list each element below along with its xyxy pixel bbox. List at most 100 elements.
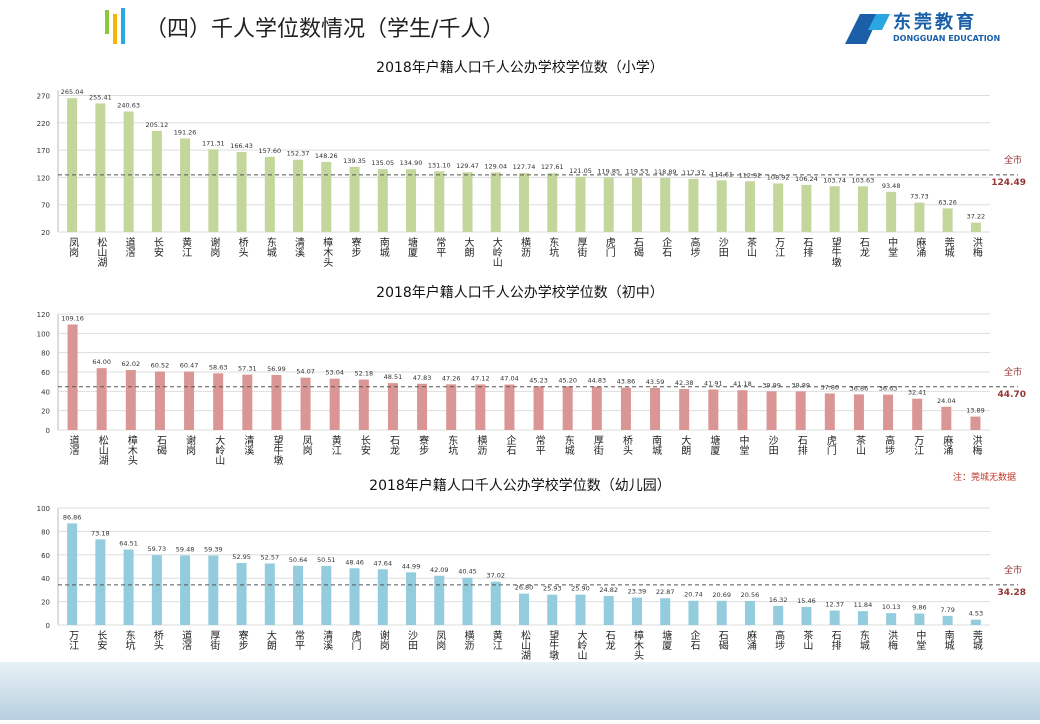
bar bbox=[151, 555, 162, 625]
bar bbox=[631, 597, 642, 625]
value-label: 265.04 bbox=[61, 88, 84, 96]
bar bbox=[293, 565, 304, 625]
x-tick-label: 中堂 bbox=[914, 629, 926, 650]
x-tick-label: 大朗 bbox=[679, 434, 691, 456]
value-label: 129.47 bbox=[456, 162, 479, 170]
bar bbox=[504, 384, 515, 430]
bar bbox=[744, 600, 755, 625]
x-tick-label: 高埗 bbox=[688, 236, 700, 258]
value-label: 59.48 bbox=[176, 545, 195, 553]
x-tick-label: 万江 bbox=[912, 435, 924, 455]
x-tick-label: 茶山 bbox=[853, 434, 865, 455]
page-title: （四）千人学位数情况（学生/千人） bbox=[145, 17, 504, 42]
value-label: 53.04 bbox=[325, 369, 344, 377]
value-label: 42.09 bbox=[430, 566, 449, 574]
value-label: 47.12 bbox=[471, 374, 490, 382]
x-tick-label: 常平 bbox=[293, 629, 305, 651]
x-tick-label: 麻涌 bbox=[744, 629, 756, 650]
value-label: 121.05 bbox=[569, 167, 592, 175]
bar bbox=[321, 565, 332, 625]
x-tick-label: 松山湖 bbox=[95, 236, 107, 268]
value-label: 52.95 bbox=[232, 553, 251, 561]
value-label: 39.99 bbox=[762, 381, 781, 389]
value-label: 43.86 bbox=[617, 378, 636, 386]
x-tick-label: 厚街 bbox=[591, 435, 603, 456]
bar bbox=[462, 577, 473, 625]
x-tick-label: 清溪 bbox=[242, 434, 254, 456]
value-label: 25.93 bbox=[543, 585, 562, 593]
x-tick-label: 高埗 bbox=[773, 629, 785, 651]
value-label: 73.18 bbox=[91, 529, 110, 537]
x-tick-label: 石碣 bbox=[154, 435, 166, 456]
value-label: 20.69 bbox=[712, 591, 731, 599]
bar bbox=[349, 568, 360, 625]
bar bbox=[151, 130, 162, 232]
bar bbox=[321, 161, 332, 232]
value-label: 129.04 bbox=[484, 162, 507, 170]
x-tick-label: 凤岗 bbox=[434, 630, 446, 650]
bar bbox=[95, 103, 106, 232]
value-label: 47.64 bbox=[373, 559, 392, 567]
value-label: 13.89 bbox=[966, 407, 985, 415]
x-tick-label: 谢岗 bbox=[184, 434, 196, 455]
x-tick-label: 长安 bbox=[358, 435, 370, 456]
bar bbox=[716, 180, 727, 232]
value-label: 15.46 bbox=[797, 597, 816, 605]
bar bbox=[801, 606, 812, 625]
bar bbox=[575, 176, 586, 232]
x-tick-label: 黄江 bbox=[329, 434, 341, 455]
value-label: 9.86 bbox=[912, 603, 926, 611]
x-tick-label: 南城 bbox=[650, 434, 662, 456]
x-tick-label: 道滘 bbox=[180, 629, 192, 650]
value-label: 39.89 bbox=[791, 381, 810, 389]
bar bbox=[490, 581, 501, 625]
value-label: 11.84 bbox=[854, 601, 873, 609]
x-tick-label: 东坑 bbox=[123, 629, 135, 651]
value-label: 131.10 bbox=[428, 161, 451, 169]
value-label: 37.80 bbox=[821, 383, 840, 391]
x-tick-label: 道滘 bbox=[67, 434, 79, 455]
value-label: 45.23 bbox=[529, 376, 548, 384]
bar bbox=[795, 391, 806, 430]
value-label: 166.43 bbox=[230, 142, 253, 150]
value-label: 37.22 bbox=[967, 213, 986, 221]
bar bbox=[829, 186, 840, 232]
x-tick-label: 凤岗 bbox=[67, 237, 79, 257]
value-label: 44.83 bbox=[588, 377, 607, 385]
x-tick-label: 大岭山 bbox=[490, 236, 502, 267]
x-tick-label: 石龙 bbox=[603, 630, 615, 650]
x-tick-label: 谢岗 bbox=[208, 236, 220, 257]
bar bbox=[857, 611, 868, 625]
x-tick-label: 松山湖 bbox=[96, 434, 108, 466]
value-label: 24.04 bbox=[937, 397, 956, 405]
y-tick-label: 40 bbox=[41, 575, 50, 583]
bar bbox=[547, 594, 558, 625]
bar bbox=[857, 186, 868, 232]
logo-mark bbox=[868, 14, 890, 30]
x-tick-label: 石龙 bbox=[387, 435, 399, 455]
x-tick-label: 大朗 bbox=[462, 236, 474, 258]
bar bbox=[490, 172, 501, 232]
bar bbox=[125, 370, 136, 430]
x-tick-label: 寮步 bbox=[349, 236, 361, 257]
value-label: 103.74 bbox=[823, 176, 846, 184]
x-tick-label: 厚街 bbox=[575, 237, 587, 258]
x-tick-label: 虎门 bbox=[603, 237, 615, 258]
x-tick-label: 洪梅 bbox=[970, 237, 982, 258]
value-label: 93.48 bbox=[882, 182, 901, 190]
bar bbox=[737, 390, 748, 430]
bar bbox=[67, 98, 78, 232]
bar bbox=[766, 391, 777, 430]
bar bbox=[773, 605, 784, 625]
value-label: 108.92 bbox=[767, 173, 790, 181]
y-tick-label: 60 bbox=[41, 369, 50, 377]
x-tick-label: 常平 bbox=[434, 236, 446, 258]
value-label: 119.53 bbox=[626, 168, 649, 176]
x-tick-label: 南城 bbox=[377, 236, 389, 258]
y-tick-label: 80 bbox=[41, 528, 50, 536]
y-tick-label: 20 bbox=[41, 408, 50, 416]
y-tick-label: 220 bbox=[37, 120, 50, 128]
x-tick-label: 大岭山 bbox=[213, 434, 225, 465]
bar bbox=[562, 386, 573, 430]
